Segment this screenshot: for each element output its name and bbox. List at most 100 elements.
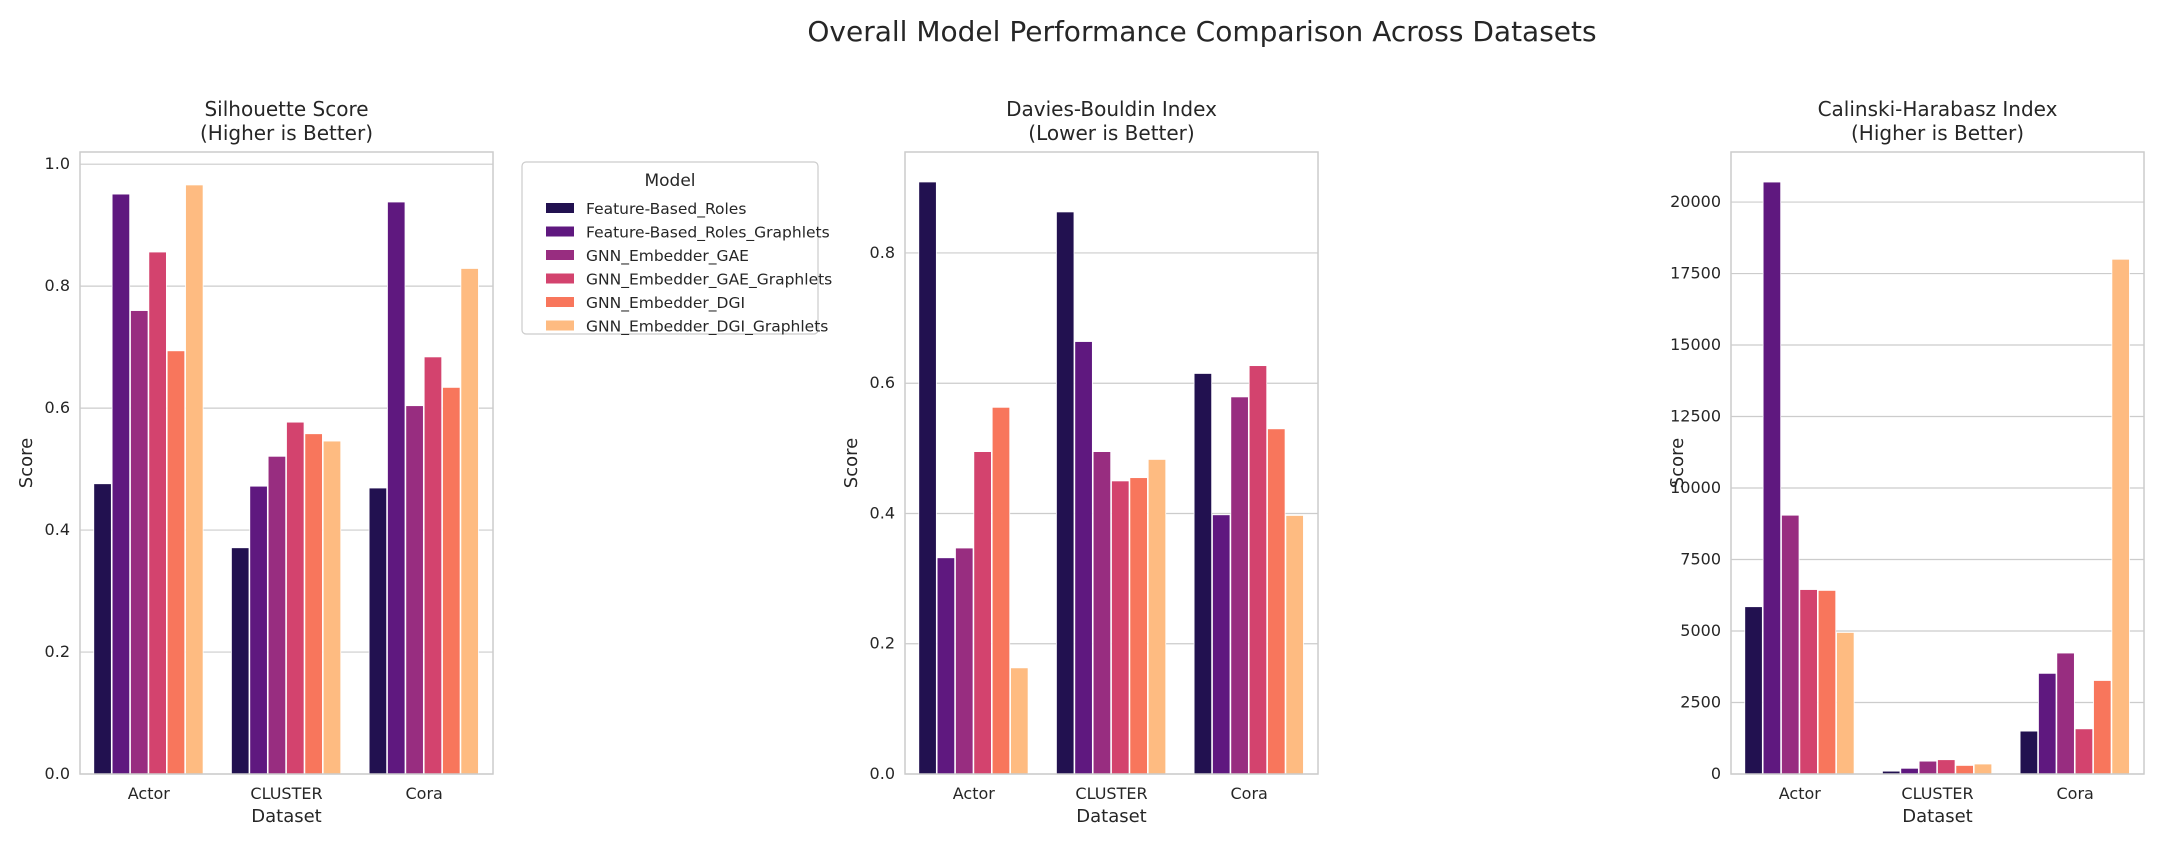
- bar: [111, 193, 131, 775]
- legend-swatch: [546, 203, 574, 213]
- legend-box: [521, 161, 819, 335]
- bar: [1762, 181, 1782, 775]
- subplot-title: Davies-Bouldin Index: [1006, 97, 1217, 121]
- bar: [991, 406, 1011, 775]
- bar: [2074, 728, 2094, 775]
- subplot-3: 0 2500 5000 7500 10000 12500 15000 17500 20000 Ac…: [1667, 97, 2145, 827]
- bar: [2093, 680, 2112, 775]
- subplot-title: Silhouette Score: [204, 97, 368, 121]
- y-tick-label: 0: [1711, 764, 1721, 783]
- bar: [1212, 514, 1231, 775]
- y-tick-label: 17500: [1670, 264, 1721, 283]
- bar: [231, 547, 250, 775]
- bar: [1836, 632, 1855, 775]
- bar: [387, 201, 406, 775]
- bar: [368, 487, 388, 775]
- bar: [1230, 396, 1249, 775]
- x-tick-label: Cora: [405, 784, 442, 803]
- y-tick-label: 7500: [1680, 550, 1721, 569]
- bar: [1129, 477, 1148, 775]
- legend-swatch: [546, 297, 574, 307]
- subplot-subtitle: (Higher is Better): [200, 121, 373, 145]
- bar: [955, 547, 974, 775]
- x-tick-label: Cora: [1230, 784, 1267, 803]
- bar: [286, 421, 305, 775]
- y-axis-label: Score: [841, 438, 862, 488]
- x-tick-label: Actor: [953, 784, 996, 803]
- bar: [973, 451, 992, 775]
- legend-entry: GNN_Embedder_DGI: [586, 294, 745, 313]
- plot-frame: [1730, 151, 2145, 775]
- y-tick-label: 2500: [1680, 693, 1721, 712]
- bar: [267, 455, 287, 775]
- y-tick-label: 0.4: [45, 520, 70, 539]
- bar: [1799, 589, 1818, 775]
- bar: [1111, 480, 1130, 775]
- bar: [460, 268, 479, 775]
- legend: Model Feature-Based_Roles Feature-Based_Ro…: [521, 161, 832, 337]
- y-axis-label: Score: [1667, 438, 1688, 488]
- bar: [918, 181, 937, 775]
- bar: [1248, 365, 1268, 775]
- y-tick-label: 0.6: [45, 398, 70, 417]
- y-tick-label: 0.8: [45, 276, 70, 295]
- y-axis-label: Score: [16, 438, 37, 488]
- bar: [1092, 451, 1112, 775]
- bar: [1781, 514, 1800, 775]
- bar: [423, 356, 443, 775]
- bar: [1817, 590, 1837, 775]
- x-tick-label: CLUSTER: [250, 784, 322, 803]
- bar: [2056, 652, 2075, 775]
- subplot-subtitle: (Higher is Better): [1851, 121, 2024, 145]
- plot-frame: [79, 151, 494, 775]
- subplot-2: 0.0 0.2 0.4 0.6 0.8 Actor CLUSTER Cora Dataset Sc…: [841, 97, 1319, 827]
- bar: [2111, 258, 2130, 775]
- y-tick-label: 15000: [1670, 335, 1721, 354]
- legend-entry: GNN_Embedder_DGI_Graphlets: [586, 318, 828, 337]
- x-axis-label: Dataset: [251, 806, 322, 827]
- x-tick-label: Actor: [1779, 784, 1822, 803]
- bar: [405, 405, 424, 775]
- bar: [1900, 767, 1919, 775]
- bar: [442, 386, 461, 775]
- legend-swatch: [546, 273, 574, 284]
- bar: [304, 433, 323, 775]
- bar: [2019, 730, 2039, 775]
- bar: [130, 310, 149, 775]
- x-tick-label: CLUSTER: [1901, 784, 1973, 803]
- legend-swatch: [546, 226, 574, 237]
- x-axis-label: Dataset: [1902, 806, 1973, 827]
- y-tick-label: 10000: [1670, 478, 1721, 497]
- legend-swatch: [546, 320, 574, 331]
- y-tick-label: 0.6: [870, 373, 895, 392]
- bar: [1285, 515, 1304, 775]
- legend-swatch: [546, 250, 574, 260]
- y-tick-label: 0.8: [870, 243, 895, 262]
- bar: [1744, 606, 1763, 775]
- y-tick-label: 0.0: [870, 764, 895, 783]
- bar: [1973, 763, 1993, 775]
- bar: [1010, 667, 1029, 775]
- bar: [2038, 672, 2057, 775]
- figure-title: Overall Model Performance Comparison Acr…: [807, 15, 1596, 48]
- subplot-1: 0.0 0.2 0.4 0.6 0.8 1.0 Actor CLUSTER Cora Datase…: [16, 97, 494, 827]
- y-tick-label: 1.0: [45, 154, 70, 173]
- subplot-subtitle: (Lower is Better): [1028, 121, 1194, 145]
- bar: [1955, 765, 1974, 775]
- y-tick-label: 0.2: [45, 642, 70, 661]
- legend-title: Model: [644, 171, 695, 191]
- bar: [1918, 760, 1938, 775]
- legend-entry: Feature-Based_Roles_Graphlets: [586, 224, 830, 243]
- plot-frame: [904, 151, 1319, 775]
- bar: [148, 251, 167, 775]
- bar: [249, 485, 268, 775]
- legend-entry: Feature-Based_Roles: [586, 200, 746, 219]
- bar: [1937, 759, 1956, 775]
- bar: [1074, 341, 1093, 775]
- bar: [1193, 373, 1213, 775]
- y-tick-label: 12500: [1670, 407, 1721, 426]
- bar: [936, 557, 956, 775]
- bar: [1056, 211, 1075, 775]
- bar: [93, 483, 112, 775]
